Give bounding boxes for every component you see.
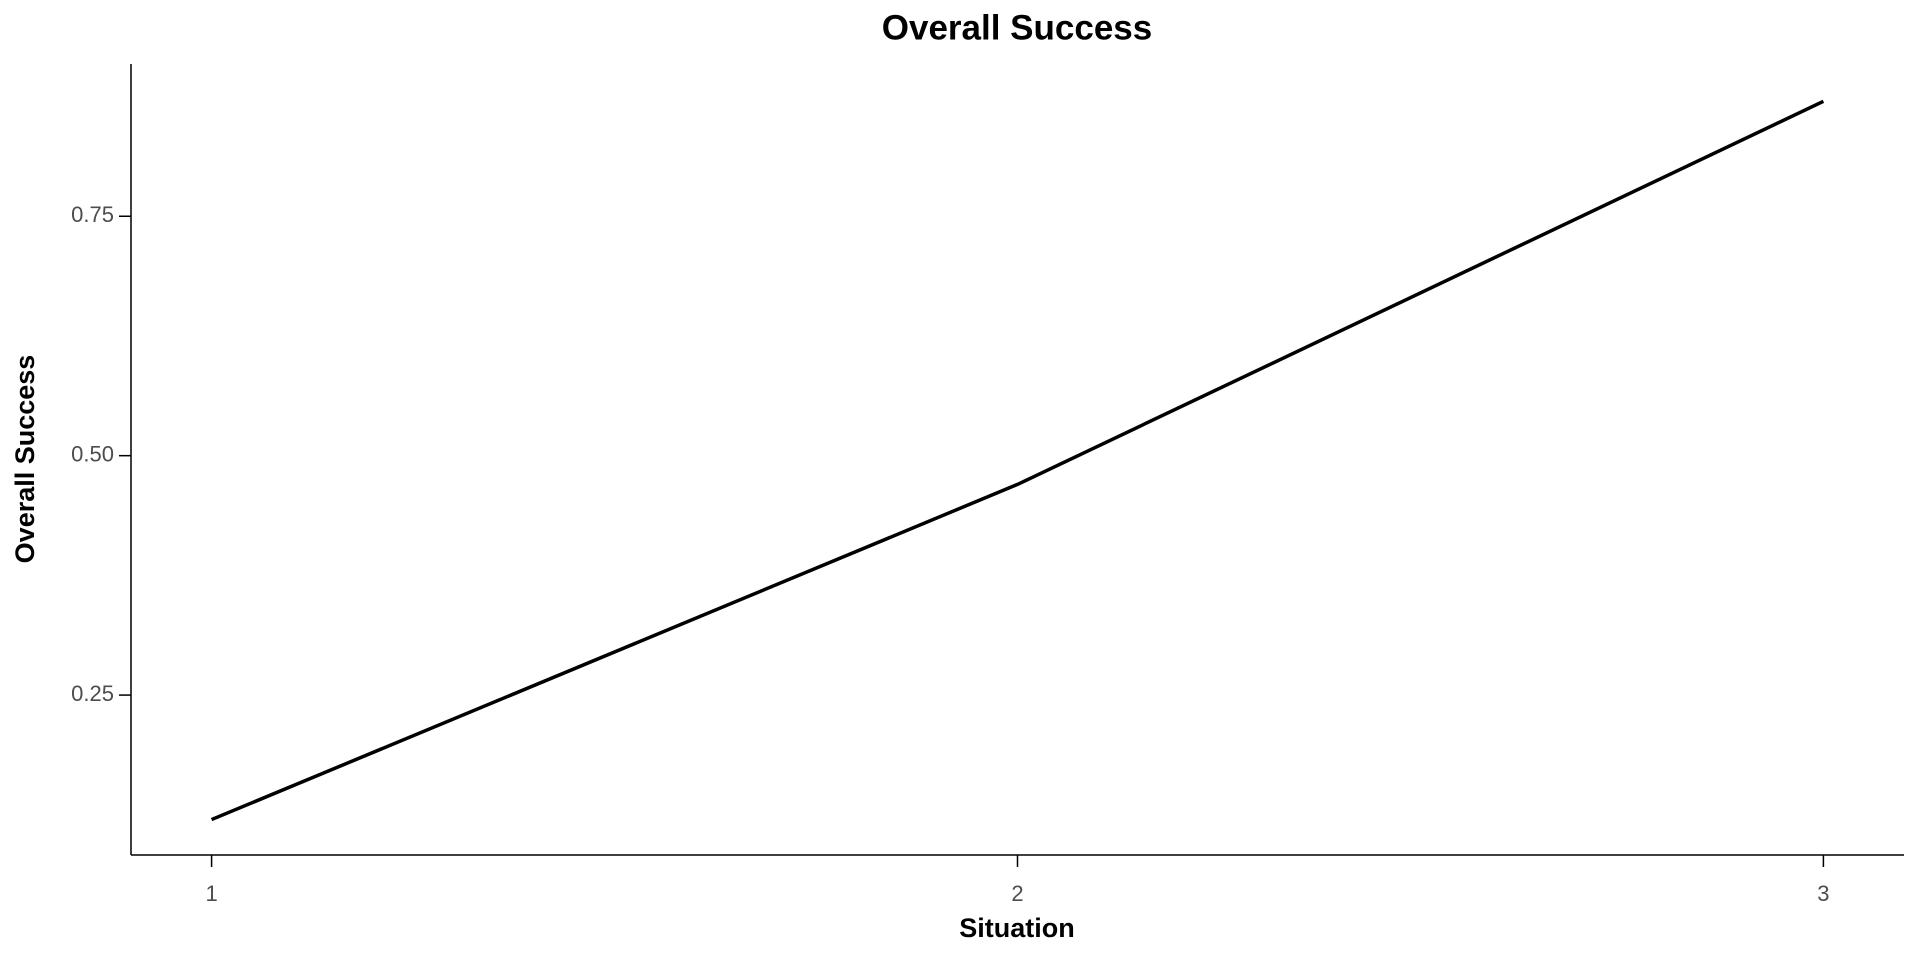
x-tick-label: 2 (1011, 881, 1023, 906)
chart-title: Overall Success (882, 8, 1152, 47)
y-tick-label: 0.25 (71, 681, 114, 706)
x-tick-label: 3 (1817, 881, 1829, 906)
data-line (210, 99, 1825, 822)
y-axis-title: Overall Success (10, 355, 40, 564)
y-tick-label: 0.50 (71, 441, 114, 466)
x-axis-title: Situation (959, 913, 1075, 943)
y-tick-label: 0.75 (71, 202, 114, 227)
x-tick-label: 1 (205, 881, 217, 906)
